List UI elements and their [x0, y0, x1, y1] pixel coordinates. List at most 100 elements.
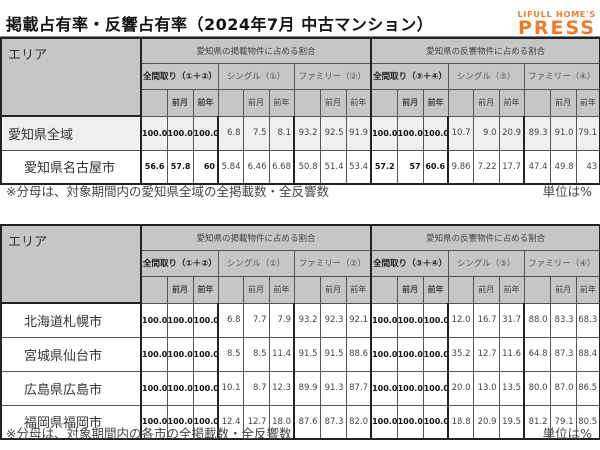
value-cell: 16.7: [472, 302, 500, 338]
period-current: [370, 88, 398, 117]
value-cell: 100.0: [140, 404, 168, 440]
value-cell: 100.0: [140, 302, 168, 338]
area-name: 広島県広島市: [0, 370, 142, 406]
unit-label: 単位は%: [542, 426, 592, 441]
subheader-all-layouts-response: 全間取り（③＋④）: [370, 249, 449, 277]
table-row: 広島県広島市 100.0 100.0 100.0 10.1 8.7 12.3 8…: [0, 370, 600, 406]
subheader-all-layouts-listing: 全間取り（①＋②）: [140, 249, 219, 277]
value-cell: 87.0: [549, 370, 577, 406]
period-current: [217, 275, 244, 304]
value-cell: 80.5: [575, 404, 600, 440]
value-cell: 20.9: [472, 404, 500, 440]
value-cell: 56.6: [140, 149, 168, 185]
subheader-family-listing: ファミリー（②）: [293, 62, 373, 90]
value-cell: 68.3: [575, 302, 600, 338]
value-cell: 12.7: [242, 404, 270, 440]
value-cell: 12.0: [447, 302, 474, 338]
table-row: 愛知県全域 100.0 100.0 100.0 6.8 7.5 8.1 93.2…: [0, 115, 600, 151]
value-cell: 8.7: [242, 370, 270, 406]
table-city-share: エリア 愛知県の掲載物件に占める割合 愛知県の反響物件に占める割合 全間取り（①…: [0, 224, 600, 440]
value-cell: 60.6: [422, 149, 450, 185]
value-cell: 8.5: [217, 336, 244, 372]
subheader-family-response: ファミリー（④）: [523, 62, 600, 90]
value-cell: 13.5: [498, 370, 526, 406]
value-cell: 91.5: [293, 336, 321, 372]
value-cell: 87.3: [319, 404, 347, 440]
page-title: 掲載占有率・反響占有率（2024年7月 中古マンション）: [6, 15, 434, 34]
value-cell: 51.4: [319, 149, 347, 185]
value-cell: 92.3: [319, 302, 347, 338]
logo-line2: PRESS: [517, 17, 596, 39]
period-prev-month: 前月: [549, 275, 577, 304]
period-prev-year: 前年: [575, 88, 600, 117]
value-cell: 100.0: [140, 370, 168, 406]
period-prev-year: 前年: [498, 275, 525, 304]
period-prev-month: 前月: [166, 88, 194, 117]
value-cell: 12.7: [472, 336, 500, 372]
table-aichi-share: エリア 愛知県の掲載物件に占める割合 愛知県の反響物件に占める割合 全間取り（①…: [0, 37, 600, 185]
period-prev-month: 前月: [166, 275, 194, 304]
value-cell: 7.22: [472, 149, 500, 185]
subheader-all-layouts-listing: 全間取り（①＋②）: [140, 62, 219, 90]
value-cell: 11.6: [498, 336, 526, 372]
subheader-single-response: シングル（③）: [447, 249, 525, 277]
value-cell: 89.9: [293, 370, 321, 406]
area-name: 宮城県仙台市: [0, 336, 142, 372]
period-prev-month: 前月: [319, 88, 347, 117]
value-cell: 57: [396, 149, 424, 185]
subheader-family-response: ファミリー（④）: [523, 249, 600, 277]
period-current: [447, 275, 474, 304]
value-cell: 12.4: [217, 404, 244, 440]
value-cell: 100.0: [396, 302, 424, 338]
value-cell: 35.2: [447, 336, 474, 372]
value-cell: 100.0: [166, 370, 194, 406]
value-cell: 82.0: [345, 404, 373, 440]
value-cell: 19.5: [498, 404, 526, 440]
value-cell: 100.0: [192, 336, 219, 372]
area-name: 北海道札幌市: [0, 302, 142, 338]
lifull-press-logo: LIFULL HOME'S PRESS: [517, 10, 596, 39]
value-cell: 10.1: [217, 370, 244, 406]
value-cell: 7.7: [242, 302, 270, 338]
value-cell: 18.0: [268, 404, 295, 440]
period-prev-year: 前年: [192, 275, 219, 304]
value-cell: 83.3: [549, 302, 577, 338]
value-cell: 8.5: [242, 336, 270, 372]
group-header-listing: 愛知県の掲載物件に占める割合: [140, 37, 373, 64]
unit-label: 単位は%: [542, 184, 592, 199]
period-prev-month: 前月: [319, 275, 347, 304]
value-cell: 11.4: [268, 336, 295, 372]
value-cell: 13.0: [472, 370, 500, 406]
period-prev-year: 前年: [268, 88, 295, 117]
group-header-response: 愛知県の反響物件に占める割合: [370, 224, 600, 251]
value-cell: 87.6: [293, 404, 321, 440]
value-cell: 100.0: [370, 336, 398, 372]
area-column-header: エリア: [0, 37, 142, 117]
period-prev-year: 前年: [345, 275, 373, 304]
period-prev-month: 前月: [396, 88, 424, 117]
period-prev-month: 前月: [242, 275, 270, 304]
value-cell: 100.0: [422, 302, 450, 338]
value-cell: 93.2: [293, 115, 321, 151]
subheader-single-listing: シングル（①）: [217, 62, 295, 90]
value-cell: 100.0: [396, 370, 424, 406]
subheader-single-response: シングル（③）: [447, 62, 525, 90]
value-cell: 88.4: [575, 336, 600, 372]
value-cell: 47.4: [523, 149, 551, 185]
value-cell: 88.0: [523, 302, 551, 338]
value-cell: 100.0: [192, 370, 219, 406]
value-cell: 9.86: [447, 149, 474, 185]
value-cell: 93.2: [293, 302, 321, 338]
value-cell: 43: [575, 149, 600, 185]
value-cell: 100.0: [422, 370, 450, 406]
value-cell: 91.5: [319, 336, 347, 372]
value-cell: 8.1: [268, 115, 295, 151]
footnote: ※分母は、対象期間内の愛知県全域の全掲載数・全反響数: [6, 184, 329, 199]
value-cell: 100.0: [370, 302, 398, 338]
period-current: [217, 88, 244, 117]
value-cell: 91.3: [319, 370, 347, 406]
value-cell: 100.0: [192, 302, 219, 338]
period-current: [523, 275, 551, 304]
period-prev-year: 前年: [498, 88, 525, 117]
value-cell: 91.0: [549, 115, 577, 151]
